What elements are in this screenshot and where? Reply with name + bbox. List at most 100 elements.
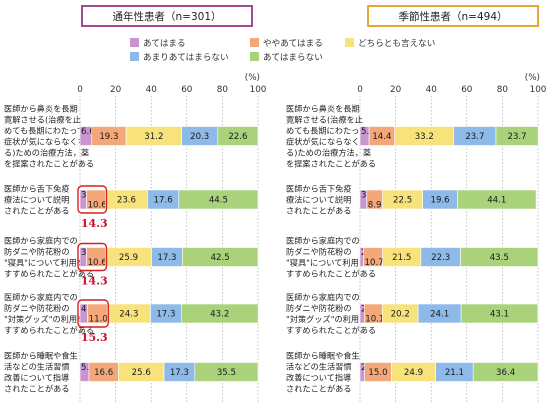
x-tick-label: 100 [530, 85, 547, 95]
bar-segment [180, 303, 259, 324]
annotation-total: 14.3 [81, 275, 108, 288]
data-label: 17.6 [154, 196, 173, 206]
x-tick-label: 20 [110, 85, 122, 95]
legend-label: あてはまる [143, 38, 186, 49]
category-label: 医師から家庭内での防ダニや防花粉の"寝具"について利用をすすめられたことがある [286, 236, 376, 279]
bar-segment [495, 126, 539, 146]
chart-title: 季節性患者（n=494） [399, 10, 508, 23]
data-label: 24.9 [404, 368, 423, 378]
highlight-box [77, 185, 108, 214]
data-label: 10.6 [88, 201, 107, 211]
legend-label: あまりあてはまらない [143, 52, 229, 63]
data-label: 22.3 [431, 253, 450, 263]
bar-segment [457, 189, 537, 210]
data-label: 19.6 [431, 196, 450, 206]
x-tick-label: 20 [390, 85, 402, 95]
category-label: 医師から睡眠や食生活などの生活習慣改善について指導されたことがある [286, 351, 360, 394]
annotation-total: 14.3 [81, 217, 108, 230]
category-label: 医師から鼻炎を長期寛解させる(治療を止めても長期にわたって症状が気にならなくなる… [286, 104, 376, 169]
data-label: 36.4 [496, 368, 515, 378]
highlight-box [77, 299, 109, 328]
x-tick-label: 0 [357, 85, 363, 95]
data-label: 22.6 [228, 132, 247, 142]
bar-segment [460, 303, 539, 324]
data-label: 17.3 [170, 368, 189, 378]
x-tick-label: 100 [250, 85, 267, 95]
data-label: 23.7 [508, 132, 527, 142]
highlight-box [77, 242, 108, 272]
data-label: 23.6 [117, 196, 136, 206]
chart-right: 季節性患者（n=494） (%) 0 20 40 60 80 100 医師から鼻炎を長期寛解させ… [286, 5, 547, 402]
data-label: 17.3 [157, 253, 176, 263]
title-frame [81, 5, 253, 27]
legend-swatch [250, 38, 259, 47]
data-label: 21.5 [392, 253, 411, 263]
data-label: 25.6 [132, 368, 151, 378]
category-label: 医師から鼻炎を長期寛解させる(治療を止めても長期にわたって症状が気にならなくなる… [4, 104, 94, 169]
data-label: 15.0 [368, 368, 387, 378]
data-label: 33.2 [415, 132, 434, 142]
legend-swatch [250, 52, 259, 61]
data-label: 6.6 [81, 127, 95, 137]
bar-segment [217, 126, 259, 146]
category-label: 医師から家庭内での防ダニや防花粉の"対策グッズ"の利用をすすめられたことがある [4, 292, 94, 335]
data-label: 43.1 [490, 310, 509, 320]
title-frame [367, 5, 539, 27]
data-label: 23.7 [465, 132, 484, 142]
data-label: 25.9 [119, 253, 138, 263]
legend-swatch [130, 52, 139, 61]
data-label: 10.6 [88, 258, 107, 268]
legend-label: ややあてはまる [263, 38, 323, 49]
data-label: 14.4 [372, 132, 391, 142]
unit-label: (%) [245, 73, 260, 83]
data-label: 16.6 [94, 368, 113, 378]
data-label: 20.3 [190, 132, 209, 142]
x-tick-label: 40 [426, 85, 438, 95]
data-label: 24.1 [430, 310, 449, 320]
data-label: 44.1 [487, 196, 506, 206]
data-label: 20.2 [391, 310, 410, 320]
data-label: 43.2 [210, 310, 229, 320]
bar-segment [182, 247, 259, 267]
chart-title: 通年性患者（n=301） [113, 10, 222, 23]
category-label: 医師から舌下免疫療法について説明されたことがある [286, 184, 352, 216]
category-label: 医師から家庭内での防ダニや防花粉の"対策グッズ"の利用をすすめられたことがある [286, 292, 376, 335]
data-label: 10.1 [365, 315, 384, 325]
legend-label: あてはまらない [263, 52, 323, 63]
x-tick-label: 0 [77, 85, 83, 95]
legend-swatch [130, 38, 139, 47]
data-label: 11.0 [89, 315, 108, 325]
data-label: 17.3 [156, 310, 175, 320]
data-label: 42.5 [211, 253, 230, 263]
data-label: 19.3 [99, 132, 118, 142]
category-label: 医師から舌下免疫療法について説明されたことがある [4, 184, 70, 216]
x-tick-label: 80 [497, 85, 509, 95]
legend-label: どちらとも言えない [358, 37, 435, 49]
bar-segment [472, 362, 539, 382]
bar-segment [460, 247, 539, 267]
bar-segment [178, 189, 259, 210]
data-label: 10.7 [365, 258, 384, 268]
unit-label: (%) [525, 73, 540, 83]
data-label: 24.3 [119, 310, 138, 320]
data-label: 5.0 [81, 363, 95, 373]
legend-swatch [345, 38, 354, 47]
data-label: 44.5 [209, 196, 228, 206]
annotation-total: 15.3 [81, 331, 108, 344]
chart-left: 通年性患者（n=301） (%) 0 20 40 60 80 100 医師から鼻炎を長期寛解させ… [4, 5, 267, 402]
data-label: 31.2 [144, 132, 163, 142]
bar-segment [194, 362, 259, 382]
x-tick-label: 60 [461, 85, 473, 95]
x-tick-label: 80 [217, 85, 229, 95]
x-tick-label: 40 [146, 85, 158, 95]
x-tick-label: 60 [181, 85, 193, 95]
data-label: 43.5 [490, 253, 509, 263]
category-label: 医師から家庭内での防ダニや防花粉の"寝具"について利用をすすめられたことがある [4, 236, 94, 279]
category-label: 医師から睡眠や食生活などの生活習慣改善について指導されたことがある [4, 351, 78, 394]
data-label: 5.1 [361, 127, 375, 137]
data-label: 21.1 [445, 368, 464, 378]
data-label: 8.9 [368, 201, 382, 211]
data-label: 35.5 [217, 368, 236, 378]
